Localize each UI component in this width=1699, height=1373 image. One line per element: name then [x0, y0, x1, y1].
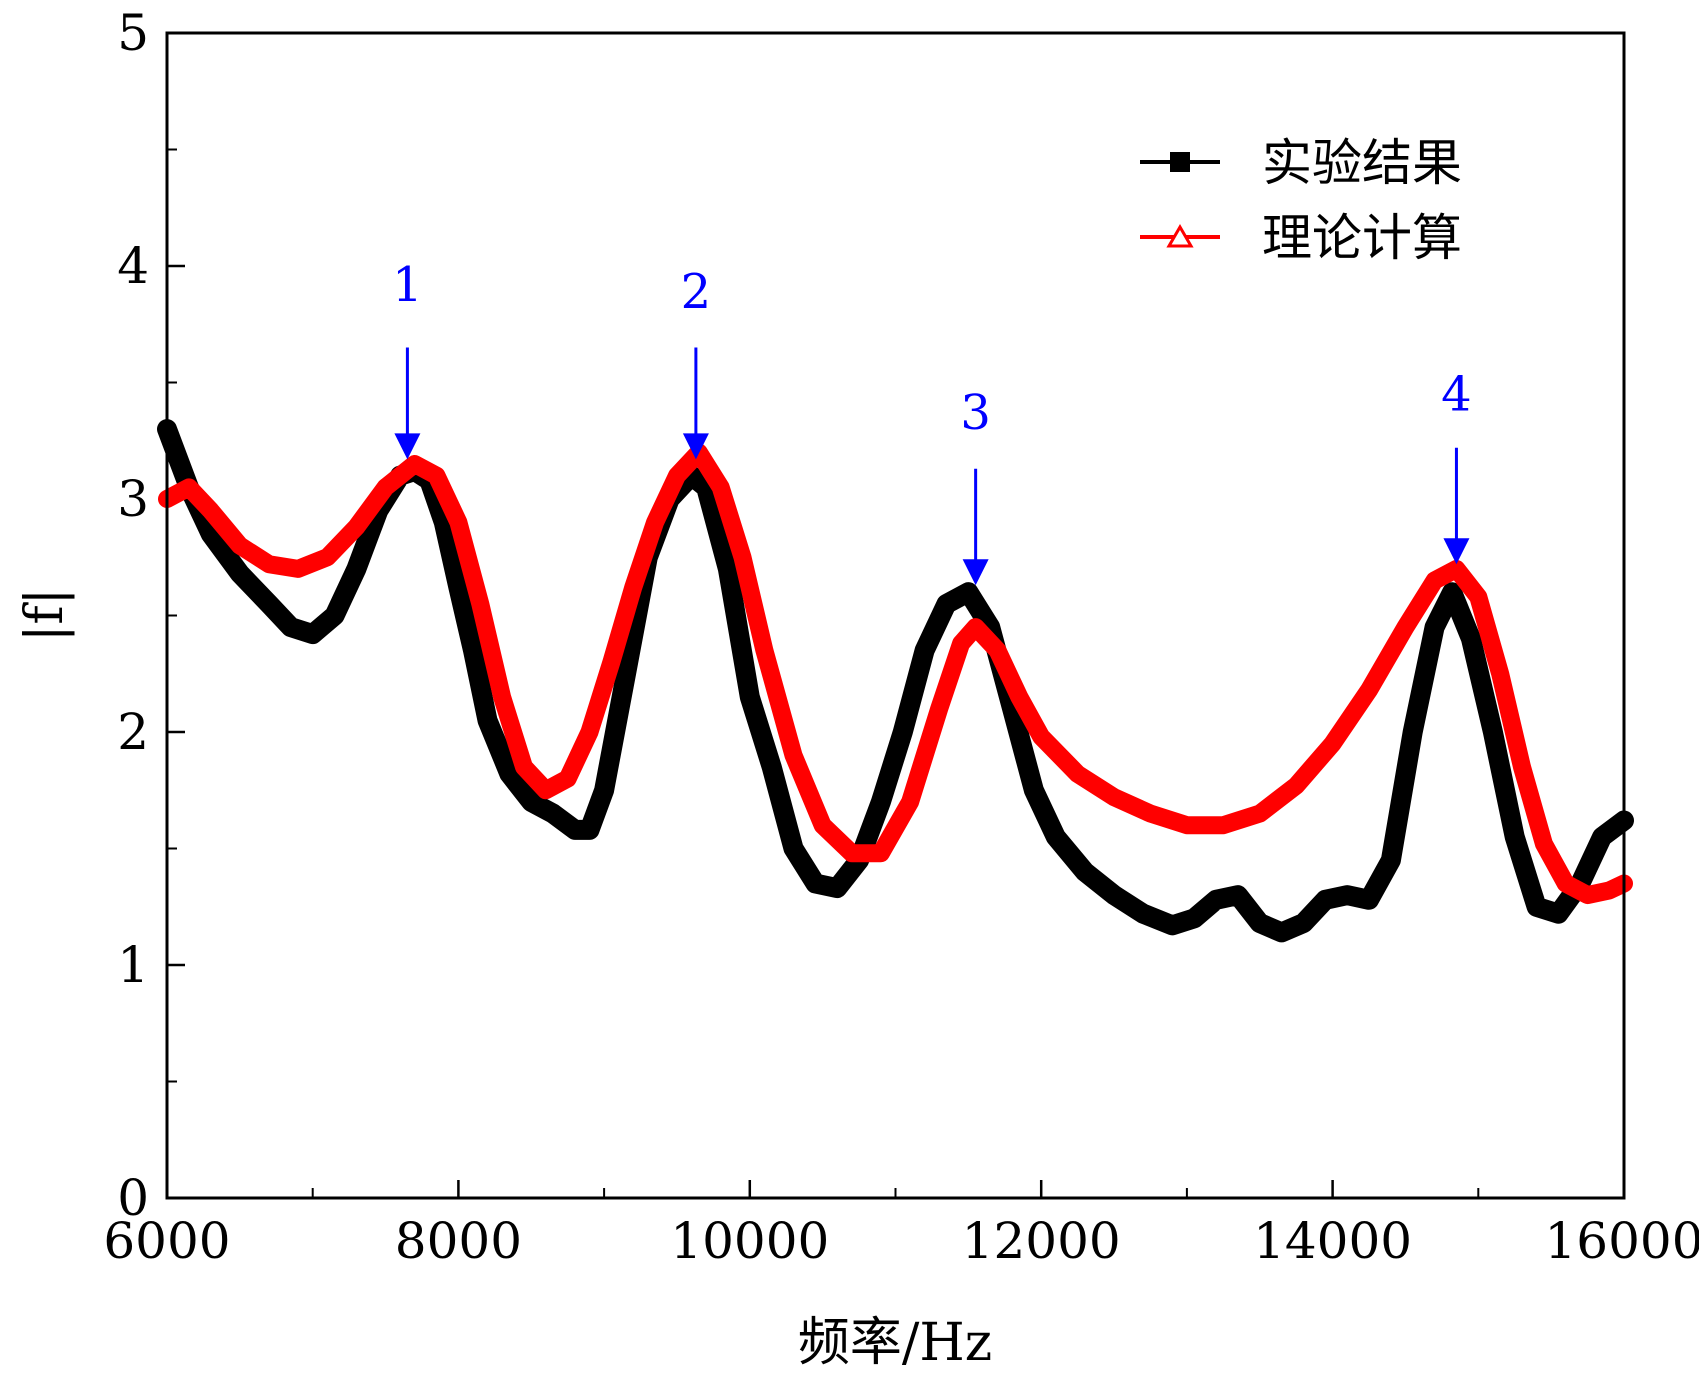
x-tick-label: 14000 [1253, 1212, 1412, 1270]
peak-label: 2 [681, 264, 712, 320]
x-tick-label: 6000 [103, 1212, 230, 1270]
legend-marker-triangle [1166, 224, 1194, 248]
series-line-theoretical [158, 443, 1633, 905]
plot-frame [165, 31, 1626, 1200]
series-line-experimental [157, 419, 1634, 943]
legend-marker-square [1170, 152, 1190, 172]
x-tick-label: 10000 [670, 1212, 829, 1270]
tick-labels: 6000 8000 10000 12000 14000 16000 0 1 2 3 4 5 [103, 4, 1699, 1270]
peak-annotations: 1 2 3 4 [392, 257, 1472, 586]
peak-arrow-head [682, 433, 709, 460]
peak-label: 1 [392, 257, 423, 313]
legend-label-experimental: 实验结果 [1262, 134, 1462, 192]
peak-label: 4 [1441, 366, 1472, 422]
peak-label: 3 [960, 385, 991, 441]
y-tick-label: 5 [117, 4, 149, 62]
peak-arrow-head [962, 559, 989, 586]
x-tick-label: 8000 [395, 1212, 522, 1270]
legend: 实验结果 理论计算 [1140, 134, 1462, 267]
y-tick-label: 0 [117, 1169, 149, 1227]
y-tick-label: 2 [117, 703, 149, 761]
x-tick-label: 12000 [962, 1212, 1121, 1270]
y-tick-label: 3 [117, 470, 149, 528]
y-tick-label: 4 [117, 237, 149, 295]
peak-arrow-head [1443, 538, 1470, 565]
series-layer [157, 419, 1634, 943]
peak-arrow-head [394, 433, 421, 460]
y-axis-title: |f| [15, 588, 75, 642]
y-tick-label: 1 [117, 936, 149, 994]
x-axis-title: 频率/Hz [798, 1313, 992, 1373]
legend-label-theoretical: 理论计算 [1262, 209, 1462, 267]
x-tick-label: 16000 [1544, 1212, 1699, 1270]
